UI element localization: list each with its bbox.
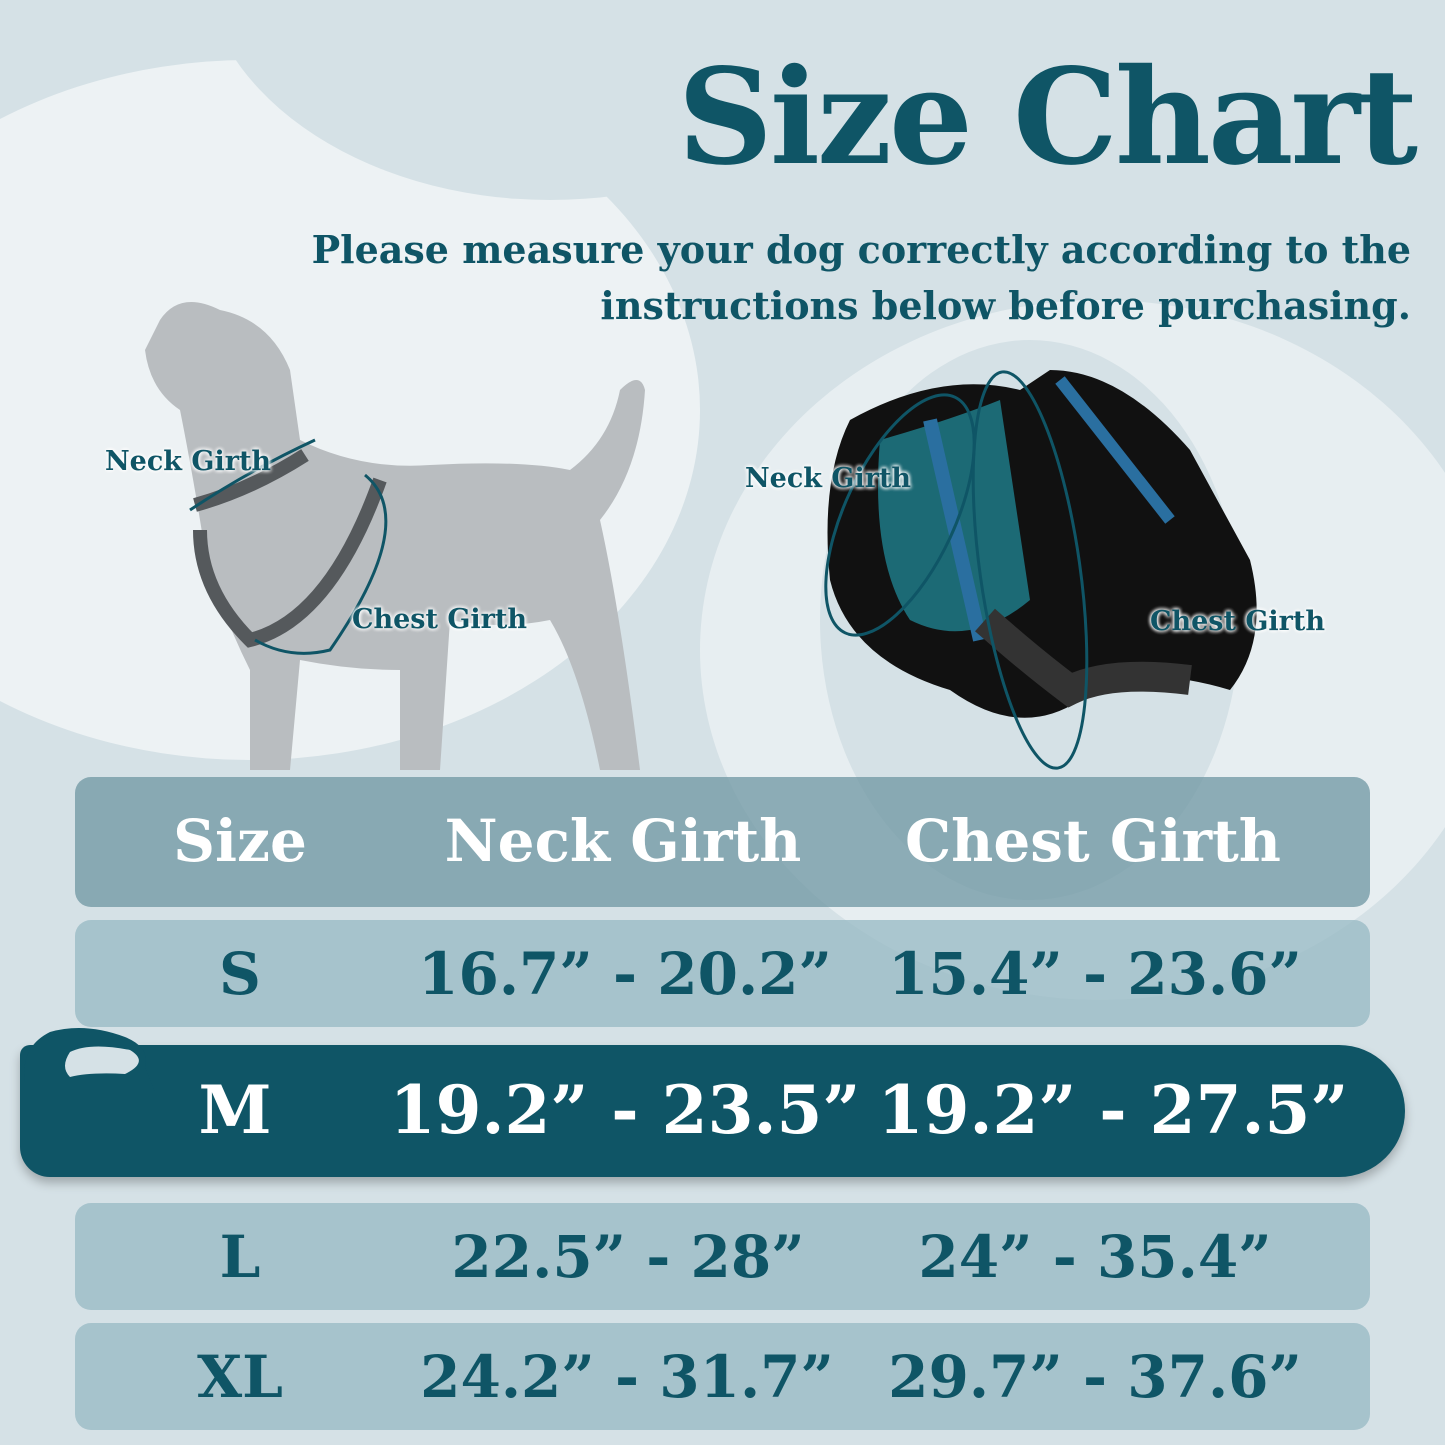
column-header-neck-girth: Neck Girth — [444, 807, 802, 875]
dog-silhouette-illustration — [145, 302, 645, 770]
neck-cell: 19.2” - 23.5” — [389, 1071, 861, 1149]
size-cell: L — [219, 1223, 261, 1291]
subtitle: Please measure your dog correctly accord… — [312, 222, 1411, 334]
neck-cell: 22.5” - 28” — [451, 1223, 805, 1291]
dog-neck-girth-label: Neck Girth — [105, 446, 272, 477]
table-row-l: L 22.5” - 28” 24” - 35.4” — [75, 1203, 1370, 1310]
subtitle-line-2: instructions below before purchasing. — [600, 283, 1411, 328]
table-row-s: S 16.7” - 20.2” 15.4” - 23.6” — [75, 920, 1370, 1027]
harness-product-image — [824, 370, 1257, 770]
harness-chest-girth-label: Chest Girth — [1150, 606, 1326, 637]
chest-cell: 19.2” - 27.5” — [877, 1071, 1349, 1149]
dog-chest-girth-label: Chest Girth — [352, 604, 528, 635]
neck-cell: 24.2” - 31.7” — [420, 1343, 834, 1411]
size-cell: XL — [197, 1343, 283, 1411]
dog-head-icon — [24, 1028, 155, 1092]
table-row-xl: XL 24.2” - 31.7” 29.7” - 37.6” — [75, 1323, 1370, 1430]
size-cell: M — [198, 1071, 272, 1149]
table-row-m-highlighted: M 19.2” - 23.5” 19.2” - 27.5” — [20, 1045, 1405, 1177]
chest-cell: 24” - 35.4” — [918, 1223, 1272, 1291]
subtitle-line-1: Please measure your dog correctly accord… — [311, 227, 1411, 272]
neck-cell: 16.7” - 20.2” — [418, 940, 832, 1008]
chest-cell: 15.4” - 23.6” — [888, 940, 1302, 1008]
harness-neck-girth-label: Neck Girth — [745, 463, 912, 494]
chest-cell: 29.7” - 37.6” — [888, 1343, 1302, 1411]
column-header-chest-girth: Chest Girth — [905, 807, 1281, 875]
column-header-size: Size — [173, 807, 307, 875]
size-cell: S — [219, 940, 261, 1008]
page-title: Size Chart — [677, 40, 1418, 195]
table-header-row: Size Neck Girth Chest Girth — [75, 777, 1370, 907]
